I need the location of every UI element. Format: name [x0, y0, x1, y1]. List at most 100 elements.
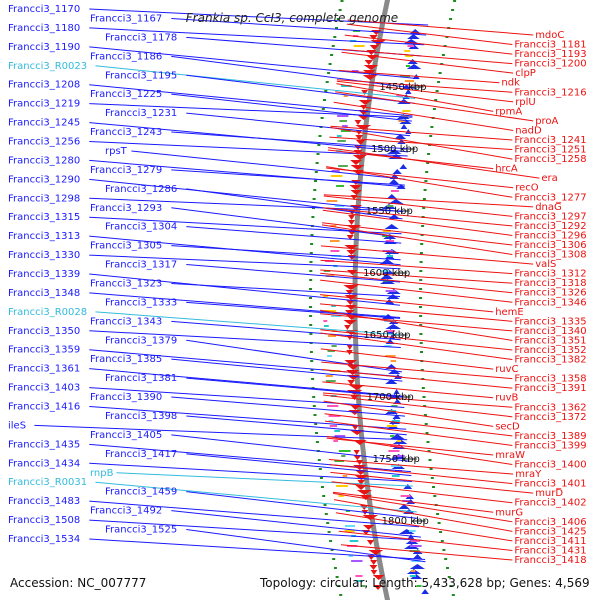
outer-tick [335, 27, 338, 29]
left-leader-line [186, 415, 407, 436]
left-leader-line [171, 169, 405, 186]
right-leader-line [319, 309, 513, 341]
reverse-gene-feature [346, 235, 354, 240]
scale-label: 1800 kbp [382, 516, 429, 527]
annotation-stripe [327, 355, 332, 357]
right-gene-label: ruvB [495, 393, 518, 404]
left-gene-label: ileS [8, 420, 26, 431]
outer-tick [324, 513, 328, 515]
right-leader-line [344, 34, 513, 55]
left-gene-label: Francci3_1208 [8, 80, 80, 91]
left-gene-label: Francci3_1298 [8, 193, 80, 204]
left-leader-line [89, 141, 408, 157]
annotation-stripe [405, 55, 413, 57]
right-gene-label: Francci3_1318 [514, 278, 586, 289]
inner-tick [419, 333, 423, 335]
right-gene-label: mraY [515, 469, 542, 480]
left-gene-label: Francci3_1525 [105, 525, 177, 536]
outer-tick [315, 162, 319, 164]
outer-tick [338, 9, 342, 11]
annotation-stripe [338, 495, 344, 497]
annotation-stripe [338, 450, 351, 452]
right-leader-line [333, 492, 513, 523]
forward-gene-feature [392, 169, 402, 174]
inner-tick [426, 441, 430, 443]
forward-gene-feature [399, 164, 408, 169]
reverse-gene-feature [350, 190, 363, 195]
left-leader-line [89, 538, 426, 560]
right-gene-label: Francci3_1399 [514, 440, 586, 451]
right-leader-line [336, 79, 513, 93]
left-gene-label: Francci3_1286 [105, 184, 177, 195]
inner-tick [429, 135, 433, 137]
scale-label: 1550 kbp [366, 206, 413, 217]
annotation-stripe [330, 175, 343, 177]
outer-tick [337, 585, 341, 587]
forward-gene-feature [393, 389, 400, 394]
outer-tick [335, 576, 339, 578]
inner-tick [428, 459, 432, 461]
right-leader-line [320, 329, 513, 351]
left-gene-label: Francci3_1170 [8, 4, 80, 15]
annotation-stripe [338, 165, 348, 167]
annotation-stripe [405, 65, 411, 67]
inner-tick [419, 261, 423, 263]
right-leader-line [323, 394, 513, 418]
right-gene-label: Francci3_1216 [514, 87, 586, 98]
annotation-stripe [390, 465, 401, 467]
outer-tick [321, 108, 325, 110]
annotation-stripe [352, 30, 361, 32]
scale-label: 1650 kbp [363, 330, 410, 341]
left-leader-line [116, 472, 413, 487]
left-gene-label: Francci3_1343 [90, 316, 162, 327]
forward-gene-feature [405, 129, 412, 134]
left-gene-label: Francci3_1534 [8, 534, 80, 545]
left-gene-label: Francci3_1359 [8, 345, 80, 356]
reverse-gene-feature [362, 515, 379, 520]
left-leader-line [89, 462, 413, 482]
forward-gene-feature [398, 504, 410, 509]
left-gene-label: Francci3_1405 [90, 430, 162, 441]
inner-tick [426, 162, 430, 164]
right-leader-line [335, 91, 534, 122]
left-gene-label: Francci3_1330 [8, 250, 80, 261]
annotation-stripe [325, 380, 336, 382]
left-leader-line [171, 93, 412, 122]
forward-gene-feature [410, 574, 423, 579]
right-leader-line [319, 294, 494, 313]
right-leader-line [325, 420, 513, 446]
outer-tick [311, 216, 315, 218]
inner-tick [420, 243, 424, 245]
annotation-stripe [391, 475, 400, 477]
right-leader-line [322, 209, 513, 236]
annotation-stripe [409, 530, 416, 532]
annotation-stripe [330, 225, 337, 227]
reverse-gene-feature [343, 285, 359, 290]
right-gene-label: Francci3_1358 [514, 374, 586, 385]
left-leader-line [89, 368, 404, 397]
left-gene-label: Francci3_R0023 [8, 61, 87, 72]
reverse-gene-feature [353, 450, 360, 455]
reverse-gene-feature [368, 550, 384, 555]
outer-tick [309, 351, 313, 353]
annotation-stripe [388, 450, 400, 452]
forward-gene-feature [388, 179, 399, 184]
inner-tick [453, 0, 457, 2]
left-gene-label: Francci3_1304 [105, 222, 177, 233]
left-gene-label: Francci3_1348 [8, 288, 80, 299]
right-gene-label: Francci3_1296 [514, 230, 586, 241]
annotation-stripe [342, 125, 348, 127]
annotation-stripe [399, 75, 411, 77]
right-gene-label: secD [495, 421, 520, 432]
outer-tick [330, 54, 334, 56]
right-gene-label: Francci3_1181 [514, 40, 586, 51]
left-leader-line [186, 529, 426, 563]
annotation-stripe [331, 345, 337, 347]
right-gene-label: Francci3_1297 [514, 211, 586, 222]
annotation-stripe [348, 555, 353, 557]
outer-tick [309, 333, 313, 335]
annotation-stripe [324, 310, 337, 312]
right-gene-label: rplU [515, 97, 536, 108]
annotation-stripe [384, 345, 392, 347]
